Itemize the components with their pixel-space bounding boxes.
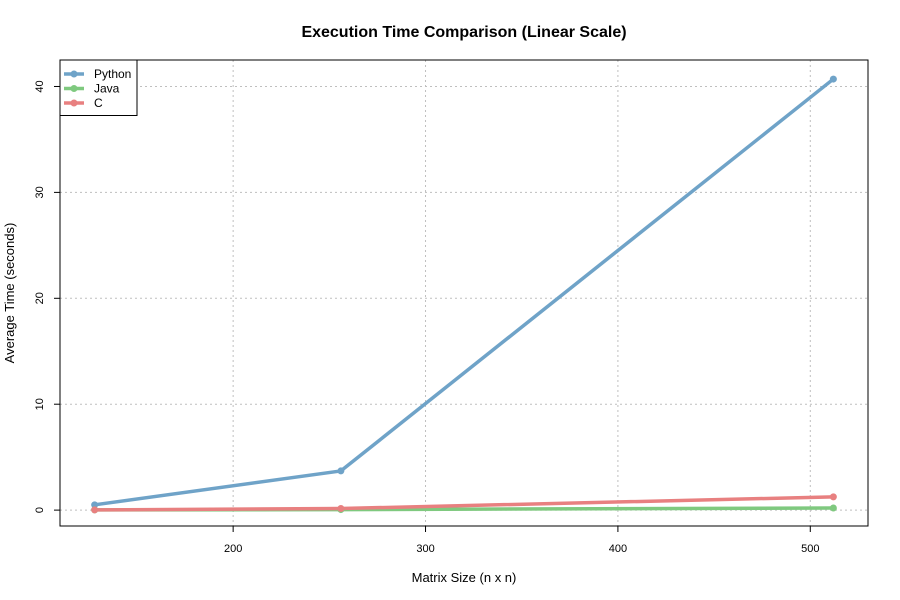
x-tick-label: 400 — [609, 543, 627, 555]
y-axis: 0 10 20 30 40 — [34, 80, 60, 513]
x-tick-label: 300 — [416, 543, 434, 555]
plot-frame — [59, 59, 869, 527]
data-point-python — [337, 467, 345, 475]
y-tick-label: 10 — [34, 398, 46, 410]
data-point-python — [829, 75, 837, 83]
series-points — [91, 75, 837, 514]
x-tick-label: 500 — [801, 543, 819, 555]
legend-marker-java — [70, 85, 78, 92]
legend-marker-c — [70, 99, 78, 107]
data-point-c — [91, 506, 99, 514]
y-axis-label: Average Time (seconds) — [2, 223, 17, 364]
y-tick-label: 30 — [34, 186, 46, 198]
y-tick-label: 20 — [34, 292, 46, 304]
data-point-java — [829, 504, 837, 512]
chart-title: Execution Time Comparison (Linear Scale) — [301, 24, 626, 41]
x-tick-label: 200 — [224, 543, 242, 555]
legend-marker-python — [70, 70, 78, 78]
legend-label-java: Java — [94, 82, 120, 96]
data-point-python — [91, 501, 99, 509]
x-axis: 200 300 400 500 — [224, 526, 819, 555]
data-point-c — [829, 493, 837, 501]
x-axis-label: Matrix Size (n x n) — [412, 570, 517, 585]
y-tick-label: 0 — [34, 507, 46, 513]
y-tick-label: 40 — [34, 80, 46, 92]
data-point-c — [337, 505, 345, 513]
legend-label-c: C — [94, 96, 103, 110]
legend-label-python: Python — [94, 67, 131, 81]
